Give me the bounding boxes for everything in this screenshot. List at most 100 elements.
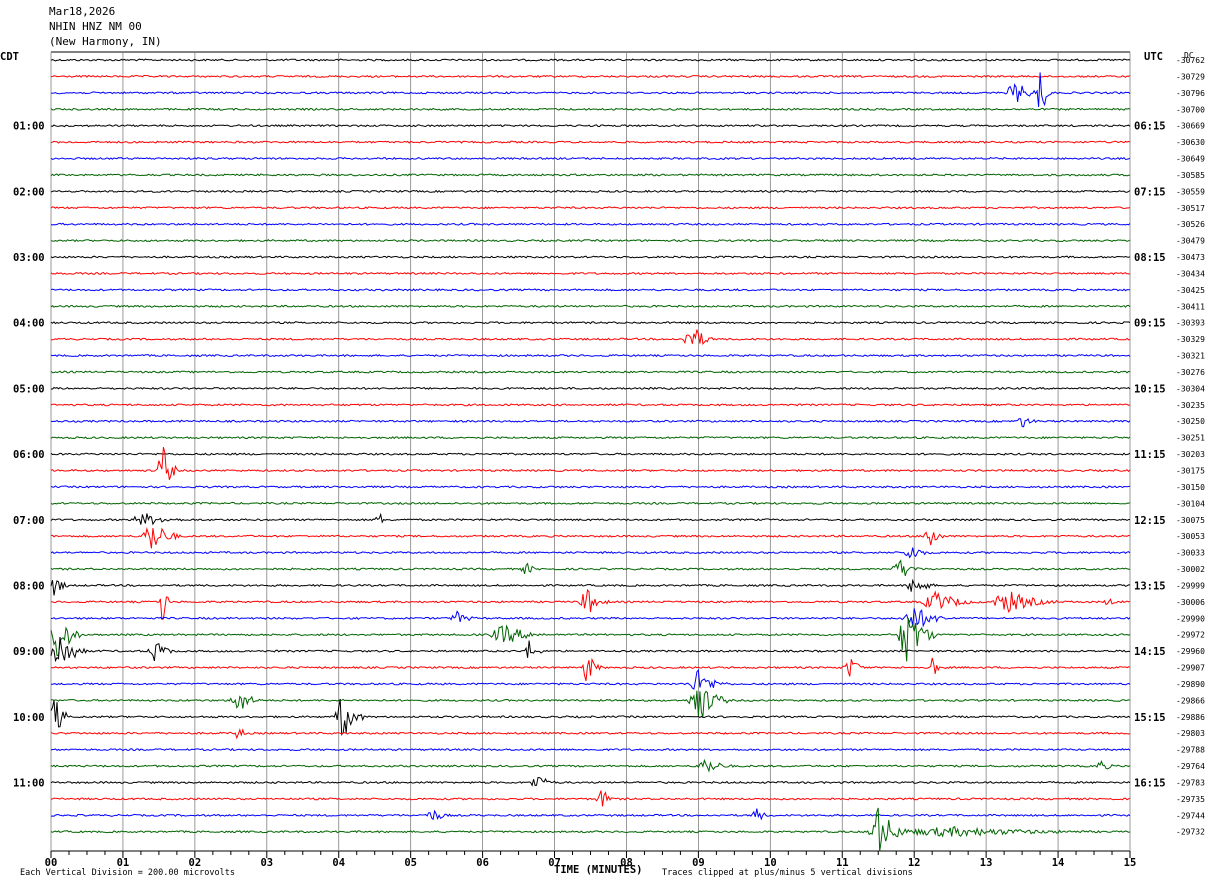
trace-line bbox=[51, 657, 1131, 682]
trace-line bbox=[50, 578, 1130, 596]
date-label: Mar18,2026 bbox=[49, 5, 115, 18]
trace-line bbox=[50, 547, 1131, 559]
trace-line bbox=[50, 140, 1131, 144]
x-tick-label: 10 bbox=[764, 857, 777, 869]
right-hour-label: 16:15 bbox=[1134, 777, 1166, 789]
trace-offset-label: -30006 bbox=[1176, 598, 1205, 607]
left-hour-label: 05:00 bbox=[13, 383, 45, 395]
trace-offset-label: -29783 bbox=[1176, 778, 1205, 787]
trace-offset-label: -29907 bbox=[1176, 664, 1205, 673]
trace-offset-label: -29788 bbox=[1176, 746, 1205, 755]
trace-offset-label: -30649 bbox=[1176, 155, 1205, 164]
trace-line bbox=[50, 72, 1131, 107]
location-label: (New Harmony, IN) bbox=[49, 35, 162, 48]
trace-line bbox=[50, 173, 1131, 177]
x-tick-label: 13 bbox=[980, 857, 993, 869]
x-tick-label: 00 bbox=[45, 857, 58, 869]
trace-offset-label: -30585 bbox=[1176, 171, 1205, 180]
trace-offset-label: -30150 bbox=[1176, 483, 1205, 492]
trace-offset-label: -30251 bbox=[1176, 434, 1205, 443]
right-hour-label: 07:15 bbox=[1134, 186, 1166, 198]
trace-line bbox=[50, 107, 1131, 111]
trace-offset-label: -30175 bbox=[1176, 467, 1205, 476]
right-hour-label: 10:15 bbox=[1134, 383, 1166, 395]
trace-offset-label: -30033 bbox=[1176, 549, 1205, 558]
trace-line bbox=[50, 304, 1131, 308]
x-tick-label: 05 bbox=[404, 857, 417, 869]
left-timezone-label: CDT bbox=[0, 51, 19, 63]
x-axis-title: TIME (MINUTES) bbox=[554, 864, 643, 876]
trace-offset-label: -30250 bbox=[1176, 417, 1205, 426]
left-hour-label: 09:00 bbox=[13, 646, 45, 658]
left-hour-label: 01:00 bbox=[13, 121, 45, 133]
trace-offset-label: -30434 bbox=[1176, 269, 1205, 278]
trace-line bbox=[50, 758, 1131, 773]
trace-offset-label: -30559 bbox=[1176, 187, 1205, 196]
x-tick-label: 03 bbox=[260, 857, 273, 869]
left-hour-label: 03:00 bbox=[13, 252, 45, 264]
trace-line bbox=[50, 386, 1131, 391]
trace-offset-label: -29886 bbox=[1176, 713, 1205, 722]
left-hour-label: 08:00 bbox=[13, 580, 45, 592]
x-tick-label: 04 bbox=[332, 857, 345, 869]
trace-offset-label: -29999 bbox=[1176, 581, 1205, 590]
left-hour-label: 06:00 bbox=[13, 449, 45, 461]
right-hour-label: 14:15 bbox=[1134, 646, 1166, 658]
trace-offset-label: -30321 bbox=[1176, 352, 1205, 361]
trace-offset-label: -30053 bbox=[1176, 532, 1205, 541]
trace-offset-label: -29764 bbox=[1176, 762, 1205, 771]
trace-line bbox=[50, 526, 1131, 549]
x-tick-label: 07 bbox=[548, 857, 561, 869]
right-hour-label: 15:15 bbox=[1134, 712, 1166, 724]
trace-offset-label: -29972 bbox=[1176, 631, 1205, 640]
trace-line bbox=[50, 403, 1131, 407]
trace-line bbox=[50, 255, 1131, 259]
trace-line bbox=[50, 668, 1131, 690]
trace-line bbox=[50, 808, 1131, 821]
traces bbox=[50, 58, 1131, 852]
trace-offset-label: -30473 bbox=[1176, 253, 1205, 262]
right-timezone-label: UTC bbox=[1144, 51, 1163, 63]
trace-offset-label: -30329 bbox=[1176, 335, 1205, 344]
trace-offset-label: -30075 bbox=[1176, 516, 1205, 525]
x-tick-label: 01 bbox=[117, 857, 130, 869]
trace-line bbox=[50, 238, 1131, 243]
right-hour-label: 08:15 bbox=[1134, 252, 1166, 264]
left-hour-label: 04:00 bbox=[13, 318, 45, 330]
left-hour-label: 10:00 bbox=[13, 712, 45, 724]
left-hour-label: 11:00 bbox=[13, 777, 45, 789]
trace-offset-label: -30393 bbox=[1176, 319, 1205, 328]
right-hour-label: 11:15 bbox=[1134, 449, 1166, 461]
trace-offset-label: -29732 bbox=[1176, 828, 1205, 837]
trace-line bbox=[50, 501, 1131, 505]
x-tick-label: 06 bbox=[476, 857, 489, 869]
trace-offset-label: -30729 bbox=[1176, 72, 1205, 81]
trace-offset-label: -30411 bbox=[1176, 302, 1205, 311]
trace-line bbox=[50, 189, 1131, 193]
trace-line bbox=[50, 698, 1131, 736]
right-hour-label: 13:15 bbox=[1134, 580, 1166, 592]
trace-offset-label: -30526 bbox=[1176, 220, 1205, 229]
trace-offset-label: -30203 bbox=[1176, 450, 1205, 459]
trace-offset-label: -30425 bbox=[1176, 286, 1205, 295]
trace-offset-label: -29890 bbox=[1176, 680, 1205, 689]
trace-line bbox=[50, 436, 1131, 440]
trace-line bbox=[50, 222, 1131, 226]
trace-offset-label: -30276 bbox=[1176, 368, 1205, 377]
trace-line bbox=[50, 776, 1131, 787]
trace-line bbox=[50, 747, 1131, 752]
trace-offset-label: -29960 bbox=[1176, 647, 1205, 656]
trace-offset-label: -29744 bbox=[1176, 811, 1205, 820]
trace-line bbox=[50, 807, 1131, 852]
trace-line bbox=[50, 512, 1131, 526]
trace-offset-label: -30104 bbox=[1176, 499, 1205, 508]
left-hour-label: 07:00 bbox=[13, 515, 45, 527]
trace-line bbox=[50, 74, 1131, 78]
clip-note: Traces clipped at plus/minus 5 vertical … bbox=[662, 868, 913, 878]
trace-offset-label: -30479 bbox=[1176, 237, 1205, 246]
left-hour-label: 02:00 bbox=[13, 186, 45, 198]
trace-line bbox=[50, 728, 1131, 740]
trace-line bbox=[50, 452, 1131, 456]
trace-offset-label: -30762 bbox=[1176, 56, 1205, 65]
